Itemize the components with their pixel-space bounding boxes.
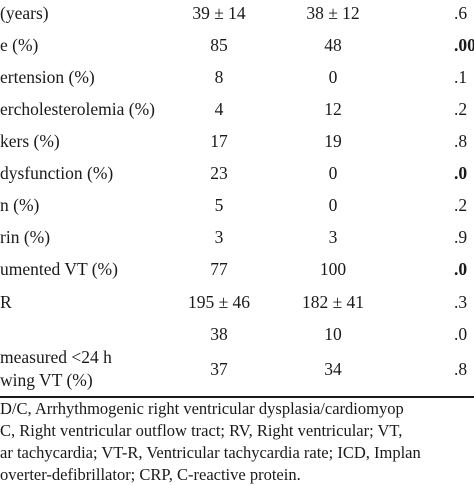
footnote-line: overter-defibrillator; CRP, C-reactive p… [0, 465, 301, 484]
row-label-hypertension: ertension (%) [0, 67, 95, 87]
row-value-group2-hypercholesterolemia: 12 [324, 99, 342, 119]
row-value-group2-hypertension: 0 [328, 67, 338, 87]
row-value-group1-crp: 38 [210, 324, 228, 344]
row-label-statin: n (%) [0, 195, 40, 215]
row-pvalue-age: .6 [454, 3, 468, 23]
row-value-group2-vt-rate: 182 ± 41 [301, 292, 365, 312]
row-label-age: (years) [0, 3, 49, 23]
row-value-group2-measured: 34 [324, 359, 342, 379]
row-pvalue-measured: .8 [454, 359, 468, 379]
row-pvalue-statin: .2 [454, 195, 468, 215]
row-pvalue-crp: .0 [454, 324, 468, 344]
row-pvalue-hypercholesterolemia: .2 [454, 99, 468, 119]
row-pvalue-vt-rate: .3 [454, 292, 468, 312]
footnote-line: C, Right ventricular outflow tract; RV, … [0, 421, 403, 440]
row-pvalue-hypertension: .1 [454, 67, 468, 87]
row-value-group1-aspirin: 3 [214, 227, 224, 247]
table-bottom-rule [0, 396, 474, 398]
row-label-vt-rate: R [0, 292, 12, 312]
row-value-group1-documented-vt: 77 [210, 259, 228, 279]
row-value-group1-vt-rate: 195 ± 46 [187, 292, 251, 312]
row-value-group2-documented-vt: 100 [319, 259, 347, 279]
row-value-group1-lv-dysfunction: 23 [210, 163, 228, 183]
row-value-group1-male: 85 [210, 35, 228, 55]
row-value-group2-lv-dysfunction: 0 [328, 163, 338, 183]
footnote-line: D/C, Arrhythmogenic right ventricular dy… [0, 399, 404, 418]
row-pvalue-smokers: .8 [454, 131, 468, 151]
footnote-line: ar tachycardia; VT-R, Ventricular tachyc… [0, 443, 421, 462]
row-value-group2-smokers: 19 [324, 131, 342, 151]
row-value-group2-crp: 10 [324, 324, 342, 344]
row-pvalue-documented-vt: .0 [454, 259, 468, 279]
row-label-smokers: kers (%) [0, 131, 60, 151]
row-value-group2-male: 48 [324, 35, 342, 55]
row-value-group2-statin: 0 [328, 195, 338, 215]
row-value-group2-aspirin: 3 [328, 227, 338, 247]
row-label-lv-dysfunction: dysfunction (%) [0, 163, 114, 183]
row-label-aspirin: rin (%) [0, 227, 51, 247]
row-label-measured-line2: wing VT (%) [0, 370, 93, 390]
row-pvalue-aspirin: .9 [454, 227, 468, 247]
row-label-documented-vt: umented VT (%) [0, 259, 118, 279]
row-value-group2-age: 38 ± 12 [306, 3, 360, 23]
row-pvalue-male: .00 [454, 35, 474, 55]
row-value-group1-measured: 37 [210, 359, 228, 379]
row-value-group1-statin: 5 [214, 195, 224, 215]
row-label-male: e (%) [0, 35, 39, 55]
row-value-group1-hypertension: 8 [214, 67, 224, 87]
row-value-group1-smokers: 17 [210, 131, 228, 151]
row-pvalue-lv-dysfunction: .0 [454, 163, 468, 183]
row-value-group1-age: 39 ± 14 [192, 3, 246, 23]
row-label-measured-line1: measured <24 h [0, 347, 112, 367]
row-label-hypercholesterolemia: ercholesterolemia (%) [0, 99, 155, 119]
row-value-group1-hypercholesterolemia: 4 [214, 99, 224, 119]
